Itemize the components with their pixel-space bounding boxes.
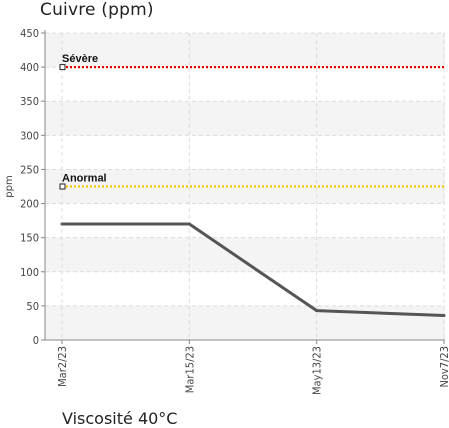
reference-label: Anormal bbox=[62, 173, 107, 185]
chart-title: Cuivre (ppm) bbox=[40, 0, 154, 20]
y-tick-label: 250 bbox=[20, 163, 39, 176]
y-tick-label: 300 bbox=[20, 129, 39, 142]
y-tick-label: 350 bbox=[20, 95, 39, 108]
x-axis-ticks: Mar2/23 Mar15/23 May13/23 Nov7/23 bbox=[56, 340, 449, 395]
y-axis-ticks: 0 50 100 150 200 250 300 350 400 450 bbox=[20, 27, 45, 347]
background-band bbox=[45, 101, 445, 136]
series-lines bbox=[60, 222, 446, 317]
y-tick-label: 50 bbox=[26, 300, 39, 313]
reference-lines: Sévère Anormal bbox=[59, 53, 445, 190]
y-tick-label: 200 bbox=[20, 198, 39, 211]
x-tick-label: May13/23 bbox=[311, 346, 324, 395]
x-tick-label: Nov7/23 bbox=[438, 346, 449, 388]
y-axis-label: ppm bbox=[4, 175, 15, 197]
series-line bbox=[62, 222, 445, 317]
data-point bbox=[60, 222, 64, 226]
x-tick-label: Mar15/23 bbox=[183, 346, 196, 393]
y-tick-label: 450 bbox=[20, 27, 39, 40]
next-chart-title: Viscosité 40°C bbox=[62, 409, 178, 428]
data-point bbox=[442, 313, 446, 317]
y-tick-label: 150 bbox=[20, 232, 39, 245]
reference-marker bbox=[59, 183, 66, 190]
data-point bbox=[187, 222, 191, 226]
data-point bbox=[315, 309, 319, 313]
y-tick-label: 100 bbox=[20, 266, 39, 279]
x-tick-label: Mar2/23 bbox=[56, 346, 69, 387]
reference-marker bbox=[59, 64, 66, 71]
y-tick-label: 0 bbox=[33, 334, 39, 347]
reference-label: Sévère bbox=[62, 53, 98, 65]
background-band bbox=[45, 237, 445, 272]
axes bbox=[44, 30, 445, 341]
background-band bbox=[45, 305, 445, 340]
background-band bbox=[45, 33, 445, 68]
y-tick-label: 400 bbox=[20, 61, 39, 74]
background-bands bbox=[45, 33, 445, 340]
